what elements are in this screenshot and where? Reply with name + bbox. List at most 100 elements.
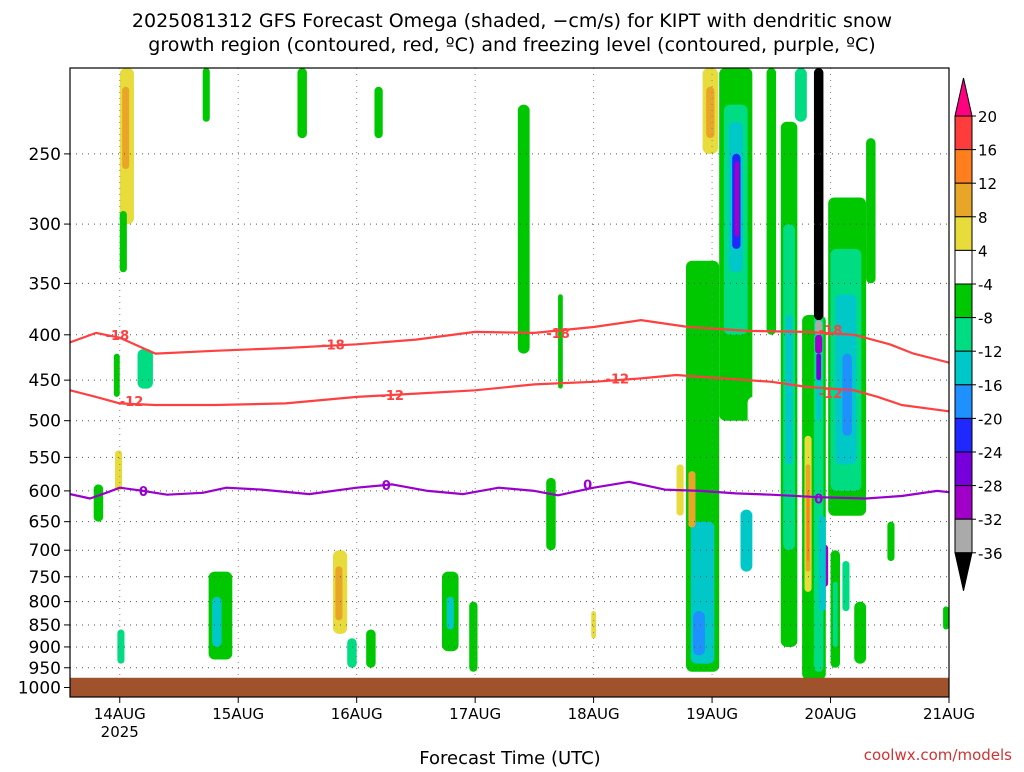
contour-line-0 <box>70 319 949 364</box>
colorbar-label-12: -32 <box>978 511 1003 529</box>
omega-cell-30 <box>469 601 478 672</box>
y-tick-label-1000: 1000 <box>18 678 61 698</box>
y-tick-label-300: 300 <box>29 215 61 235</box>
omega-cell-11 <box>119 211 127 273</box>
omega-cell-62 <box>794 68 807 122</box>
omega-cell-35 <box>546 477 556 551</box>
colorbar-box-4 <box>954 249 973 285</box>
omega-cell-25 <box>366 629 376 668</box>
omega-cell-4 <box>149 68 168 169</box>
colorbar-bottom-arrow <box>954 552 973 591</box>
contour-label-0-3: -18 <box>819 324 843 339</box>
y-tick-label-550: 550 <box>29 448 61 468</box>
y-tick-label-750: 750 <box>29 568 61 588</box>
contour-label-1-3: -12 <box>819 387 843 402</box>
omega-cell-7 <box>238 68 248 169</box>
contour-label-0-1: -18 <box>321 338 345 353</box>
contour-lines: -18 -18 -18 -18 -12 -12 -12 -12 0 0 0 0 <box>70 319 949 507</box>
omega-cell-83 <box>854 601 867 664</box>
ground-layer <box>70 677 949 697</box>
colorbar-label-3: 8 <box>978 209 988 227</box>
omega-cell-57 <box>747 396 760 465</box>
colorbar-label-7: -12 <box>978 343 1003 361</box>
colorbar-label-2: 12 <box>978 175 997 193</box>
contour-label-0-2: -18 <box>546 327 570 342</box>
colorbar-label-6: -8 <box>978 310 993 328</box>
x-axis-label: Forecast Time (UTC) <box>419 748 600 768</box>
colorbar-box-0 <box>954 115 973 151</box>
omega-cell-41 <box>591 611 596 639</box>
omega-cell-78 <box>842 353 852 436</box>
contour-label-1-0: -12 <box>120 395 144 410</box>
y-tick-label-650: 650 <box>29 513 61 533</box>
colorbar-box-7 <box>954 350 973 386</box>
plot-frame <box>69 67 950 698</box>
omega-cell-74 <box>818 515 826 612</box>
omega-cell-69 <box>813 68 824 321</box>
omega-cell-24 <box>347 638 357 668</box>
omega-cell-15 <box>93 484 104 522</box>
contour-line-2 <box>70 480 949 500</box>
omega-cell-87 <box>887 521 895 562</box>
omega-shading <box>74 68 949 680</box>
omega-cell-80 <box>832 581 838 647</box>
credit-text: coolwx.com/models <box>864 746 1012 764</box>
omega-cell-13 <box>113 353 120 397</box>
colorbar-label-10: -24 <box>978 444 1003 462</box>
colorbar-box-9 <box>954 417 973 453</box>
colorbar-label-11: -28 <box>978 478 1003 496</box>
omega-cell-48 <box>688 471 696 528</box>
omega-cell-66 <box>806 490 810 562</box>
colorbar-box-1 <box>954 149 973 184</box>
omega-cell-6 <box>202 68 210 122</box>
omega-cell-56 <box>740 509 753 572</box>
omega-cell-21 <box>247 561 260 612</box>
contour-label-2-2: 0 <box>583 478 592 493</box>
omega-cell-72 <box>816 353 822 381</box>
x-tick-sublabel-14AUG: 2025 <box>101 723 139 741</box>
omega-cell-50 <box>706 86 715 139</box>
contour-label-0-0: -18 <box>106 329 130 344</box>
omega-cell-70 <box>815 320 823 335</box>
ground-fill <box>70 677 949 697</box>
x-tick-label-15AUG: 15AUG <box>212 705 264 723</box>
omega-cell-43 <box>676 224 684 295</box>
contour-label-2-0: 0 <box>139 485 148 500</box>
omega-cell-33 <box>517 104 530 354</box>
contour-label-1-2: -12 <box>606 372 630 387</box>
omega-cell-0 <box>74 77 97 261</box>
y-tick-label-450: 450 <box>29 371 61 391</box>
omega-cell-9 <box>321 168 331 295</box>
omega-cell-29 <box>446 596 454 630</box>
omega-cell-1 <box>101 86 114 198</box>
omega-cell-47 <box>693 611 705 656</box>
chart-title-line-1: 2025081312 GFS Forecast Omega (shaded, −… <box>132 10 892 32</box>
omega-cell-89 <box>903 68 914 105</box>
contour-label-1-1: -12 <box>380 389 404 404</box>
omega-cell-55 <box>734 161 740 237</box>
omega-cell-36 <box>550 68 568 273</box>
y-tick-label-400: 400 <box>29 326 61 346</box>
x-tick-label-16AUG: 16AUG <box>331 705 383 723</box>
y-tick-label-900: 900 <box>29 638 61 658</box>
omega-cell-85 <box>866 138 876 284</box>
omega-cell-71 <box>815 334 823 354</box>
omega-cell-34 <box>532 362 544 491</box>
omega-cell-31 <box>489 68 502 284</box>
colorbar-box-6 <box>954 317 973 352</box>
colorbar-label-13: -36 <box>978 545 1003 563</box>
colorbar-label-4: 4 <box>978 242 988 260</box>
x-tick-label-17AUG: 17AUG <box>449 705 501 723</box>
omega-cell-23 <box>335 566 343 621</box>
y-tick-label-800: 800 <box>29 593 61 613</box>
omega-cell-16 <box>226 315 236 363</box>
y-axis: 2503003504004505005506006507007508008509… <box>18 145 70 698</box>
omega-cell-61 <box>785 315 793 465</box>
colorbar-box-5 <box>954 283 973 319</box>
y-tick-label-700: 700 <box>29 541 61 561</box>
omega-cell-38 <box>584 68 596 154</box>
y-tick-label-500: 500 <box>29 412 61 432</box>
x-tick-label-21AUG: 21AUG <box>923 705 975 723</box>
omega-cell-37 <box>558 294 563 389</box>
